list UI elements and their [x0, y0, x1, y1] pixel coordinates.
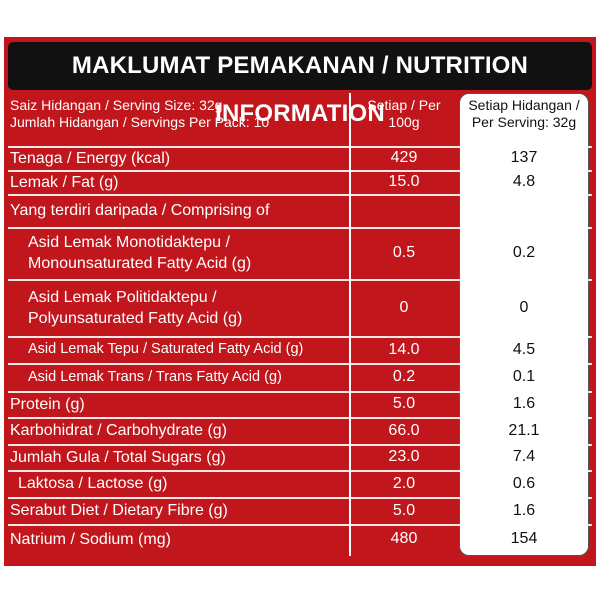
row-divider [8, 417, 592, 419]
value-per-serving: 0.1 [512, 368, 536, 385]
nutrient-label-line2: Polyunsaturated Fatty Acid (g) [28, 309, 243, 327]
table-row: Yang terdiri daripada / Comprising of [0, 194, 600, 227]
serving-info: Saiz Hidangan / Serving Size: 32g Jumlah… [10, 97, 269, 131]
value-per-100g [352, 194, 456, 227]
value-per-serving: 4.8 [512, 173, 536, 190]
nutrient-label: Asid Lemak Trans / Trans Fatty Acid (g) [28, 368, 282, 385]
nutrient-label: Jumlah Gula / Total Sugars (g) [10, 448, 226, 466]
nutrient-label: Serabut Diet / Dietary Fibre (g) [10, 502, 228, 519]
value-per-serving: 4.5 [512, 340, 536, 358]
per-serving-header-line2: Per Serving: 32g [471, 114, 577, 130]
row-divider [8, 227, 592, 229]
table-row: Jumlah Gula / Total Sugars (g) 23.0 7.4 [0, 444, 600, 470]
nutrient-label: Protein (g) [10, 395, 85, 413]
nutrient-label: Tenaga / Energy (kcal) [10, 149, 171, 167]
row-divider [8, 497, 592, 499]
nutrient-label: Natrium / Sodium (mg) [10, 530, 171, 548]
nutrient-label-line1: Asid Lemak Monotidaktepu / [28, 234, 230, 251]
per-100g-header-line2: 100g [388, 114, 420, 130]
value-per-100g: 14.0 [388, 340, 420, 358]
row-divider [8, 444, 592, 446]
table-row: Asid Lemak Monotidaktepu / Monounsaturat… [0, 227, 600, 279]
row-divider [8, 279, 592, 281]
value-per-100g: 480 [390, 530, 418, 547]
table-row: Asid Lemak Politidaktepu / Polyunsaturat… [0, 279, 600, 336]
value-per-serving: 0 [519, 298, 529, 316]
value-per-serving: 154 [510, 530, 538, 547]
value-per-serving: 1.6 [512, 501, 536, 519]
nutrient-label-line2: Monounsaturated Fatty Acid (g) [28, 255, 252, 272]
value-per-serving: 137 [510, 149, 538, 166]
per-serving-header: Setiap Hidangan / Per Serving: 32g [462, 97, 586, 131]
nutrient-label: Lemak / Fat (g) [10, 173, 119, 191]
servings-per-pack-text: Jumlah Hidangan / Servings Per Pack: 10 [10, 114, 270, 130]
row-divider [8, 336, 592, 338]
value-per-serving: 0.2 [512, 244, 536, 261]
value-per-serving: 7.4 [512, 448, 536, 465]
table-row: Protein (g) 5.0 1.6 [0, 391, 600, 417]
nutrient-label: Asid Lemak Monotidaktepu / Monounsaturat… [28, 227, 251, 279]
nutrient-label: Asid Lemak Tepu / Saturated Fatty Acid (… [28, 341, 304, 357]
row-divider [8, 146, 592, 148]
table-row: Asid Lemak Tepu / Saturated Fatty Acid (… [0, 336, 600, 363]
value-per-serving: 0.6 [512, 474, 536, 492]
nutrient-label: Laktosa / Lactose (g) [18, 475, 168, 492]
row-divider [8, 470, 592, 472]
value-per-100g: 66.0 [388, 421, 420, 439]
nutrient-label: Asid Lemak Politidaktepu / Polyunsaturat… [28, 279, 242, 336]
column-divider [349, 93, 351, 556]
per-100g-header-line1: Setiap / Per [367, 97, 441, 113]
row-divider [8, 524, 592, 526]
serving-size-text: Saiz Hidangan / Serving Size: 32g [10, 97, 223, 113]
table-row: Lemak / Fat (g) 15.0 4.8 [0, 170, 600, 194]
value-per-100g: 5.0 [392, 501, 416, 519]
table-row: Karbohidrat / Carbohydrate (g) 66.0 21.1 [0, 417, 600, 444]
per-serving-header-line1: Setiap Hidangan / [468, 97, 580, 113]
table-row: Tenaga / Energy (kcal) 429 137 [0, 146, 600, 170]
value-per-serving [460, 194, 588, 227]
nutrient-label: Yang terdiri daripada / Comprising of [10, 202, 270, 219]
panel-title: MAKLUMAT PEMAKANAN / NUTRITION INFORMATI… [8, 42, 592, 127]
value-per-100g: 2.0 [392, 474, 416, 492]
table-row: Natrium / Sodium (mg) 480 154 [0, 524, 600, 554]
table-row: Asid Lemak Trans / Trans Fatty Acid (g) … [0, 363, 600, 391]
table-row: Serabut Diet / Dietary Fibre (g) 5.0 1.6 [0, 497, 600, 524]
value-per-100g: 5.0 [392, 395, 416, 412]
value-per-serving: 21.1 [508, 421, 540, 439]
value-per-100g: 0 [399, 298, 409, 316]
row-divider [8, 363, 592, 365]
value-per-100g: 23.0 [388, 448, 420, 465]
nutrient-label-line1: Asid Lemak Politidaktepu / [28, 288, 217, 306]
value-per-100g: 0.2 [392, 368, 416, 385]
row-divider [8, 391, 592, 393]
value-per-serving: 1.6 [512, 395, 536, 412]
nutrient-label: Karbohidrat / Carbohydrate (g) [10, 422, 227, 439]
value-per-100g: 15.0 [388, 173, 420, 190]
row-divider [8, 194, 592, 196]
per-100g-header: Setiap / Per 100g [352, 97, 456, 131]
table-row: Laktosa / Lactose (g) 2.0 0.6 [0, 470, 600, 497]
value-per-100g: 429 [390, 149, 418, 166]
value-per-100g: 0.5 [392, 244, 416, 261]
row-divider [8, 170, 592, 172]
